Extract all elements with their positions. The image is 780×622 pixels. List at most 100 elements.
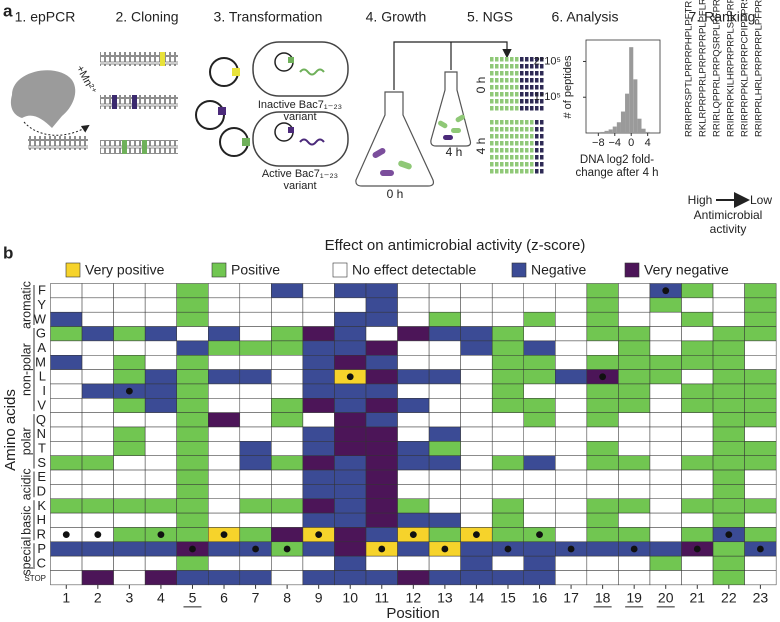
hist-bar: [604, 130, 609, 133]
heat-cell: [397, 469, 430, 485]
read: [520, 162, 524, 167]
read: [500, 148, 504, 153]
insert: [288, 57, 294, 63]
read: [490, 99, 494, 104]
heat-cell: [208, 383, 241, 399]
heat-cell: [113, 484, 146, 499]
heat-cell: [239, 570, 272, 586]
read: [530, 169, 534, 174]
read: [540, 134, 544, 139]
read: [540, 78, 544, 83]
time-label: 0 h: [387, 187, 404, 201]
read: [535, 78, 539, 83]
read: [525, 78, 529, 83]
heat-cell: [50, 398, 83, 413]
heat-cell: [334, 555, 367, 571]
heat-cell: [365, 498, 398, 514]
heat-cell: [113, 527, 146, 543]
read: [510, 134, 514, 139]
heat-cell: [365, 355, 398, 370]
read: [495, 99, 499, 104]
heat-cell: [744, 369, 777, 385]
read: [530, 148, 534, 153]
heat-cell: [302, 555, 335, 571]
heat-cell: [744, 455, 777, 471]
heat-cell: [460, 570, 493, 586]
hist-bar: [620, 111, 626, 133]
heat-cell: [50, 484, 83, 499]
read: [505, 85, 509, 90]
heat-cell: [491, 484, 525, 499]
step-title: 1. epPCR: [15, 9, 76, 25]
read: [490, 162, 494, 167]
heat-cell: [712, 412, 745, 428]
read: [520, 78, 524, 83]
heat-cell: [744, 326, 777, 342]
x-tick-label: 5: [189, 590, 197, 606]
read: [515, 127, 519, 132]
heat-cell: [271, 441, 304, 456]
heat-cell: [334, 426, 367, 442]
legend-label: Negative: [531, 262, 586, 278]
read: [520, 92, 524, 97]
heat-cell: [460, 412, 493, 428]
read: [515, 169, 519, 174]
heat-cell: [523, 484, 556, 499]
heat-cell: [176, 484, 209, 499]
row-label: G: [36, 326, 46, 341]
heat-cell: [302, 283, 335, 299]
heat-cell: [113, 512, 146, 528]
heat-cell: [712, 512, 745, 528]
wild-type-dot: [662, 287, 670, 295]
heat-cell: [491, 527, 525, 543]
heat-cell: [712, 311, 745, 327]
ranked-sequence: RRIRPRSPTLPRPRPHPLPFTRP: [684, 0, 695, 137]
heat-cell: [81, 283, 114, 299]
read: [530, 71, 534, 76]
heat-cell: [365, 512, 398, 528]
read: [525, 92, 529, 97]
heat-cell: [239, 355, 272, 370]
read: [525, 120, 529, 125]
heat-cell: [586, 297, 619, 313]
heat-cell: [302, 469, 335, 485]
group-label: acidic: [19, 468, 33, 500]
heat-cell: [365, 527, 398, 543]
mutation: [132, 95, 137, 109]
heat-cell: [649, 383, 682, 399]
heat-cell: [586, 283, 619, 299]
heat-cell: [744, 498, 777, 514]
heat-cell: [681, 441, 714, 456]
x-tick-label: 15: [500, 590, 516, 606]
heat-cell: [176, 412, 209, 428]
heat-cell: [144, 355, 177, 370]
dna: [100, 95, 178, 109]
heat-cell: [50, 455, 83, 471]
dna: [100, 52, 178, 66]
heat-cell: [618, 355, 651, 370]
heat-cell: [271, 412, 304, 428]
hist-bar: [625, 93, 630, 133]
read: [510, 57, 514, 62]
read: [510, 106, 514, 111]
read: [490, 78, 494, 83]
read: [505, 64, 509, 69]
hist-bar: [600, 131, 605, 133]
heat-cell: [397, 412, 430, 428]
heat-cell: [428, 355, 461, 370]
heat-cell: [208, 326, 241, 342]
heat-cell: [523, 311, 556, 327]
heat-cell: [334, 498, 367, 514]
read: [490, 155, 494, 160]
heat-cell: [81, 570, 114, 586]
heat-cell: [81, 512, 114, 528]
heat-cell: [555, 340, 588, 356]
heat-cell: [397, 512, 430, 528]
heat-cell: [365, 441, 398, 456]
heat-cell: [555, 441, 588, 456]
heat-cell: [555, 369, 588, 385]
read: [505, 71, 509, 76]
read: [490, 106, 494, 111]
cell-label: Active Bac7₁₋₂₃: [262, 168, 338, 180]
heat-cell: [334, 297, 367, 313]
